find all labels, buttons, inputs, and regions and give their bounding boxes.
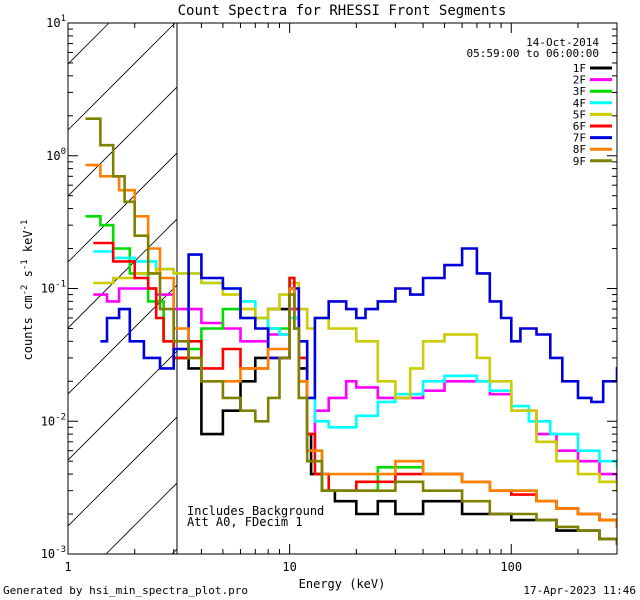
time-range-label: 05:59:00 to 06:00:00 bbox=[467, 47, 599, 60]
date-label: 14-Oct-2014 bbox=[526, 36, 599, 49]
series-7F-line bbox=[100, 247, 617, 404]
series-8F-line bbox=[85, 163, 617, 529]
hatch-line bbox=[68, 218, 177, 329]
series-9F-line bbox=[85, 117, 617, 545]
legend-label-1F: 1F bbox=[573, 62, 586, 75]
y-axis-label: counts cm-2 s-1 keV-1 bbox=[20, 220, 35, 361]
y-tick-labels: 10-3 10-2 10-1 100 101 bbox=[41, 14, 66, 561]
y-tick-label: 100 bbox=[46, 147, 66, 163]
chart-title: Count Spectra for RHESSI Front Segments bbox=[178, 3, 507, 19]
hatch-line bbox=[502, 23, 640, 554]
series-3F-line bbox=[85, 215, 617, 529]
y-tick-label: 101 bbox=[46, 14, 66, 30]
legend-label-3F: 3F bbox=[573, 85, 586, 98]
x-tick-labels: 1 10 100 bbox=[64, 560, 522, 574]
x-axis-label: Energy (keV) bbox=[299, 577, 386, 591]
background-note: Includes Background bbox=[187, 504, 324, 518]
hatch-line bbox=[634, 23, 640, 554]
x-tick-label: 1 bbox=[64, 560, 71, 574]
x-tick-label: 100 bbox=[500, 560, 522, 574]
created-timestamp: 17-Apr-2023 11:46 bbox=[523, 584, 636, 597]
legend-label-8F: 8F bbox=[573, 143, 586, 156]
generated-by-label: Generated by hsi_min_spectra_plot.pro bbox=[3, 584, 248, 597]
axis-ticks bbox=[67, 22, 618, 555]
legend-label-9F: 9F bbox=[573, 155, 586, 168]
series-5F-line bbox=[93, 267, 617, 492]
attenuator-note: Att A0, FDecim 1 bbox=[187, 515, 303, 529]
legend-label-6F: 6F bbox=[573, 120, 586, 133]
y-tick-label: 10-3 bbox=[41, 545, 66, 561]
legend-label-2F: 2F bbox=[573, 74, 586, 87]
y-tick-label: 10-1 bbox=[41, 280, 66, 296]
x-tick-label: 10 bbox=[282, 560, 296, 574]
legend-label-5F: 5F bbox=[573, 108, 586, 121]
legend-label-7F: 7F bbox=[573, 132, 586, 145]
y-tick-label: 10-2 bbox=[41, 412, 66, 428]
hatch-line bbox=[68, 23, 176, 131]
series-group bbox=[85, 117, 617, 545]
legend-label-4F: 4F bbox=[573, 97, 586, 110]
hatch-line bbox=[68, 86, 177, 197]
hatch-line bbox=[68, 416, 177, 527]
